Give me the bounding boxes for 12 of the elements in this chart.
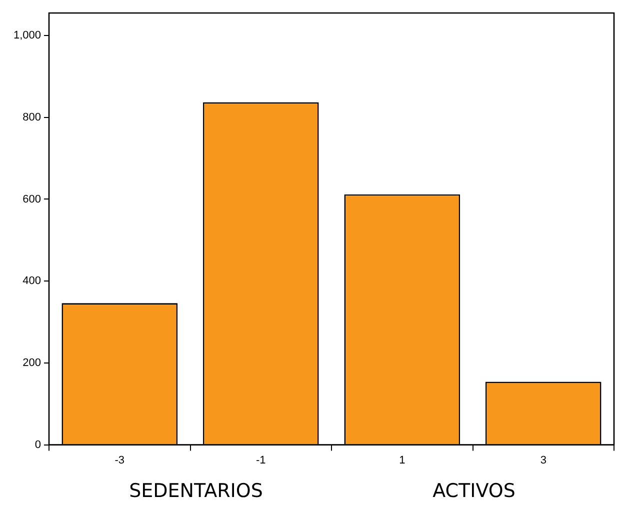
- y-tick-label: 200: [22, 356, 41, 369]
- y-tick-label: 600: [22, 193, 41, 206]
- x-tick-label: 1: [399, 454, 406, 466]
- x-tick-label: -1: [256, 454, 266, 466]
- text: ACTIVOS: [432, 480, 516, 502]
- y-tick-label: 800: [22, 111, 41, 124]
- y-tick-label: 0: [34, 438, 41, 451]
- text: SEDENTARIOS: [128, 480, 264, 502]
- y-tick-label: 1,000: [13, 30, 41, 42]
- x-tick-label: -3: [114, 454, 125, 466]
- x-tick-label: 3: [540, 454, 546, 466]
- y-tick-label: 400: [22, 275, 41, 288]
